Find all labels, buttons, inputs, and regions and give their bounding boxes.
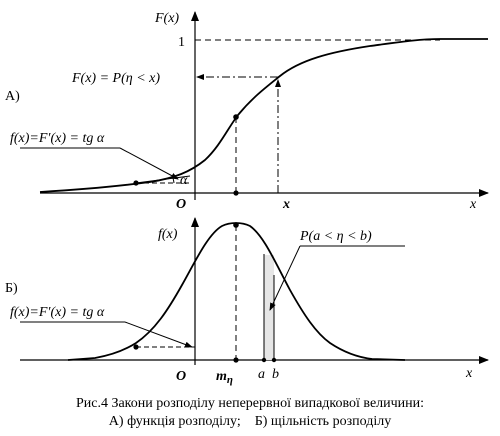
pdf-mode-label-subscript: η xyxy=(227,374,233,386)
cdf-curve xyxy=(39,38,488,193)
pdf-b-label: b xyxy=(272,367,279,382)
pdf-y-axis-label: f(x) xyxy=(158,227,178,242)
caption-line-2: А) функція розподілу; Б) щільність розпо… xyxy=(109,414,391,429)
cdf-tangent-line xyxy=(135,175,191,184)
pdf-a-point xyxy=(261,357,267,363)
cdf-definition-label: F(x) = P(η < x) xyxy=(71,71,160,86)
pdf-probability-band xyxy=(264,255,274,360)
pdf-origin-label: O xyxy=(176,369,186,384)
cdf-alpha-arc xyxy=(172,177,175,184)
pdf-derivative-label: f(x)=F′(x) = tg α xyxy=(10,305,105,320)
cdf-axis-point xyxy=(233,190,239,196)
pdf-mode-label-main: m xyxy=(216,369,227,384)
pdf-panel-label: Б) xyxy=(5,281,18,296)
cdf-alpha-label: α xyxy=(180,173,188,188)
pdf-probability-pointer xyxy=(269,245,301,311)
pdf-a-label: a xyxy=(258,367,265,382)
figure-caption: Рис.4 Закони розподілу неперервної випад… xyxy=(76,396,424,429)
pdf-b-point xyxy=(271,357,277,363)
pdf-x-axis-label: x xyxy=(465,366,473,381)
cdf-x-point-label: x xyxy=(282,197,290,212)
cdf-origin-label: O xyxy=(176,197,186,212)
cdf-panel: 1 F(x) F(x) = P(η < x) А) f(x)=F′(x) = t… xyxy=(5,11,489,212)
cdf-derivative-pointer xyxy=(119,147,179,180)
cdf-panel-label: А) xyxy=(5,89,20,104)
pdf-panel: f(x) P(a < η < b) Б) f(x)=F′(x) = tg α O… xyxy=(5,217,489,386)
pdf-derivative-pointer xyxy=(124,321,193,348)
pdf-mode-label: mη xyxy=(216,369,233,386)
cdf-x-axis-label: x xyxy=(469,197,477,212)
cdf-one-tick: 1 xyxy=(178,35,185,50)
cdf-y-axis-label: F(x) xyxy=(154,11,179,26)
caption-line-1: Рис.4 Закони розподілу неперервної випад… xyxy=(76,396,424,411)
cdf-derivative-label: f(x)=F′(x) = tg α xyxy=(10,131,105,146)
pdf-probability-label: P(a < η < b) xyxy=(299,229,372,244)
pdf-mode-axis-point xyxy=(233,357,239,363)
